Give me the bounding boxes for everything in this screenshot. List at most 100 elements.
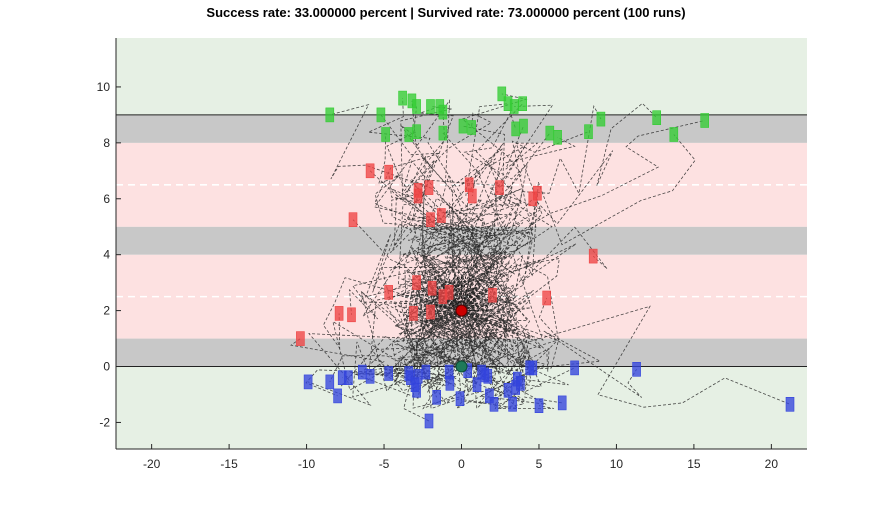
survived-marker-6 [365, 368, 375, 384]
success-marker-0 [325, 107, 335, 123]
collision-marker-12 [426, 212, 435, 227]
x-tick-label-5: 5 [536, 457, 543, 471]
success-marker-25 [669, 127, 679, 142]
trajectory-18 [407, 111, 537, 325]
trajectory-62 [386, 259, 511, 385]
collision-marker-5 [384, 164, 394, 180]
trajectory-61 [395, 285, 478, 386]
x-tick-label-0: -20 [143, 457, 161, 471]
y-tick-label-6: 10 [97, 80, 111, 94]
survived-marker-35 [570, 360, 579, 376]
trajectory-84 [461, 254, 560, 372]
collision-marker-14 [427, 280, 437, 296]
trajectory-6 [373, 134, 497, 311]
collision-marker-23 [533, 185, 542, 201]
trajectory-81 [457, 287, 547, 405]
success-marker-16 [509, 99, 519, 114]
y-tick-label-0: -2 [99, 415, 110, 429]
success-marker-3 [398, 90, 407, 106]
x-tick-label-7: 15 [687, 457, 701, 471]
survived-marker-26 [503, 382, 513, 398]
trajectory-65 [380, 285, 514, 378]
road-regions [116, 38, 807, 449]
success-marker-8 [426, 99, 435, 114]
survived-marker-11 [412, 382, 421, 398]
success-marker-24 [652, 110, 662, 125]
survived-marker-12 [413, 368, 423, 384]
survived-marker-7 [384, 366, 394, 381]
trajectory-3 [366, 98, 468, 350]
start-point [455, 360, 468, 373]
collision-marker-20 [488, 287, 497, 303]
survived-marker-33 [534, 398, 544, 414]
success-marker-26 [700, 113, 710, 128]
success-marker-14 [497, 86, 507, 102]
trajectory-0 [329, 103, 500, 311]
collision-marker-21 [495, 180, 504, 195]
trajectory-27 [290, 286, 480, 373]
success-marker-10 [438, 104, 448, 120]
region-lane-2 [116, 142, 807, 227]
collision-marker-24 [542, 290, 552, 306]
trajectory-82 [408, 286, 526, 405]
collision-marker-7 [409, 306, 418, 321]
collision-marker-0 [296, 331, 305, 346]
collision-marker-10 [413, 183, 423, 198]
survived-marker-15 [432, 389, 442, 405]
success-marker-6 [404, 127, 414, 142]
x-tick-label-8: 20 [765, 457, 779, 471]
trajectory-2 [374, 134, 504, 311]
trajectory-17 [431, 103, 543, 328]
center-point [455, 304, 468, 317]
success-marker-21 [553, 130, 562, 145]
x-tick-label-3: -5 [379, 457, 390, 471]
success-marker-13 [467, 120, 476, 135]
success-marker-22 [584, 124, 593, 139]
survived-marker-5 [357, 364, 367, 380]
survived-marker-0 [303, 374, 313, 390]
trajectory-86 [427, 275, 555, 409]
trajectory-7 [386, 131, 481, 311]
trajectory-52 [418, 226, 608, 311]
success-marker-18 [511, 121, 521, 137]
trajectory-32 [388, 172, 462, 328]
trajectory-21 [444, 136, 576, 337]
trajectory-55 [305, 289, 462, 399]
trajectory-51 [413, 258, 560, 363]
success-marker-7 [412, 124, 421, 139]
trajectory-69 [428, 263, 501, 383]
collision-marker-6 [384, 285, 394, 300]
trajectory-13 [417, 112, 513, 311]
collision-marker-3 [348, 212, 358, 227]
success-marker-20 [545, 125, 555, 141]
survived-marker-24 [485, 388, 494, 404]
x-tick-label-2: -10 [298, 457, 316, 471]
survived-marker-20 [472, 377, 482, 393]
collision-marker-15 [437, 208, 446, 223]
trajectory-58 [360, 270, 462, 393]
collision-marker-19 [467, 188, 477, 204]
success-marker-5 [412, 99, 421, 114]
success-marker-19 [519, 118, 528, 134]
chart-title: Success rate: 33.000000 percent | Surviv… [206, 5, 686, 20]
collision-marker-1 [334, 306, 344, 321]
trajectory-89 [461, 298, 642, 398]
trajectory-28 [322, 277, 462, 350]
trajectory-4 [411, 99, 511, 311]
y-tick-label-1: 0 [103, 360, 110, 374]
collision-marker-2 [347, 307, 356, 323]
collision-marker-8 [412, 275, 421, 290]
y-tick-label-4: 6 [103, 192, 110, 206]
success-marker-11 [438, 125, 448, 141]
trajectory-59 [352, 302, 494, 398]
survived-marker-1 [325, 374, 335, 390]
trajectory-10 [401, 112, 503, 312]
y-tick-label-2: 2 [103, 304, 110, 318]
survived-marker-13 [421, 364, 431, 380]
trajectory-78 [429, 300, 528, 410]
survived-marker-2 [333, 388, 342, 404]
region-safe-zone-top [116, 38, 807, 115]
collision-marker-25 [588, 248, 598, 264]
collision-marker-11 [424, 180, 434, 195]
